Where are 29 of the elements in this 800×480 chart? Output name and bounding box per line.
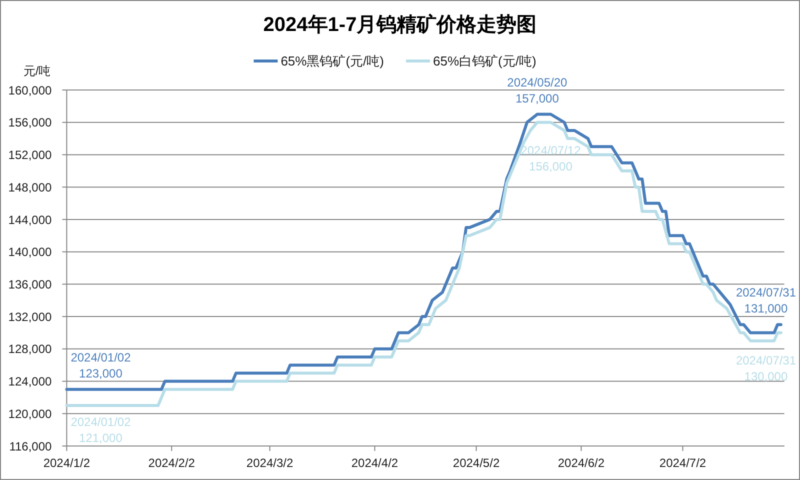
annotation: 2024/07/31 131,000	[736, 286, 796, 316]
y-tick-label: 132,000	[8, 310, 52, 324]
y-tick-label: 144,000	[8, 212, 52, 227]
y-tick-label: 152,000	[8, 148, 52, 162]
chart-title: 2024年1-7月钨精矿价格走势图	[263, 13, 537, 36]
annotation: 2024/01/02 123,000	[70, 350, 132, 380]
x-tick-label: 2024/5/2	[452, 456, 500, 470]
y-tick-label: 148,000	[8, 180, 52, 194]
y-tick-label: 156,000	[8, 116, 52, 130]
x-tick-label: 2024/6/2	[558, 456, 605, 470]
y-tick-label: 120,000	[8, 406, 52, 421]
annotation: 2024/05/20 157,000	[507, 75, 568, 106]
legend-label: 65%白钨矿(元/吨)	[433, 54, 536, 68]
y-axis-title: 元/吨	[23, 64, 51, 78]
x-tick-label: 2024/7/2	[659, 456, 706, 470]
y-tick-label: 160,000	[8, 83, 52, 98]
annotation: 2024/07/31 130,000	[736, 354, 796, 384]
y-tick-label: 116,000	[9, 439, 52, 454]
legend-label: 65%黑钨矿(元/吨)	[280, 54, 384, 68]
x-tick-label: 2024/1/2	[43, 456, 90, 470]
x-tick-label: 2024/2/2	[148, 456, 196, 470]
y-tick-label: 128,000	[8, 342, 52, 356]
y-tick-label: 136,000	[8, 277, 52, 292]
y-tick-label: 140,000	[8, 245, 52, 260]
x-tick-label: 2024/4/2	[351, 456, 398, 470]
y-tick-label: 124,000	[8, 374, 52, 389]
annotation: 2024/07/12 156,000	[520, 143, 582, 174]
annotation: 2024/01/02 121,000	[70, 415, 132, 445]
x-tick-label: 2024/3/2	[246, 456, 294, 470]
